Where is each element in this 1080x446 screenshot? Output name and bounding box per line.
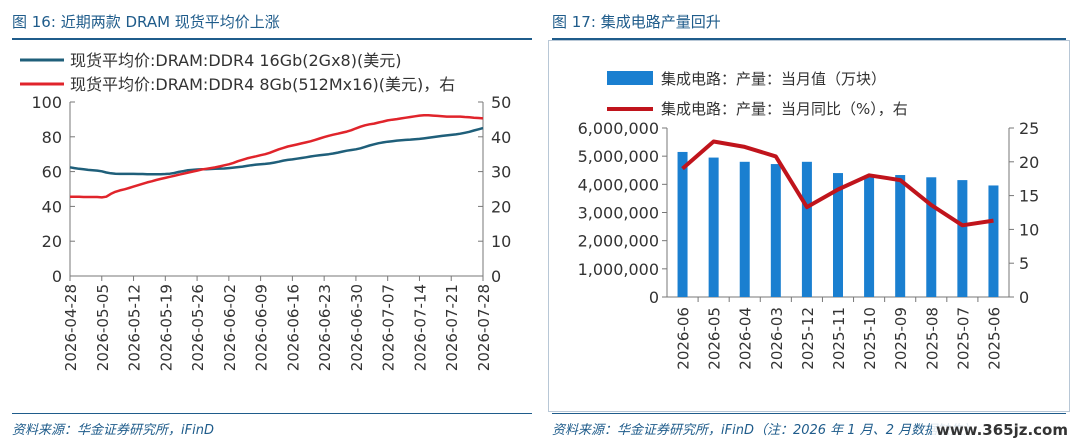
y-tick-label-right: 50	[491, 93, 511, 112]
left-title-rule	[12, 38, 532, 40]
legend-label-0: 现货平均价:DRAM:DDR4 16Gb(2Gx8)(美元)	[70, 51, 401, 70]
y-tick-label-right: 0	[1019, 288, 1029, 307]
x-tick-label: 2025-07	[954, 307, 972, 370]
x-tick-label: 2026-07-14	[411, 284, 429, 371]
left-source-rule	[12, 413, 532, 414]
y-tick-label-right: 5	[1019, 254, 1029, 273]
y-tick-label-right: 20	[491, 197, 511, 216]
bar	[926, 177, 937, 297]
y-tick-label-right: 25	[1019, 119, 1039, 138]
y-tick-label-left: 80	[42, 128, 62, 147]
right-title-rule	[552, 38, 1066, 40]
bar	[677, 151, 688, 297]
y-tick-label-left: 3,000,000	[578, 204, 659, 223]
left-figure-label: 图 16:	[12, 13, 56, 31]
x-tick-label: 2026-06-23	[316, 284, 334, 371]
y-tick-label-left: 4,000,000	[578, 175, 659, 194]
left-source: 资料来源：华金证券研究所，iFinD	[12, 423, 214, 438]
x-tick-label: 2025-11	[830, 307, 848, 370]
x-tick-label: 2026-04-28	[62, 284, 80, 371]
x-tick-label: 2025-08	[923, 307, 941, 370]
y-tick-label-left: 60	[42, 163, 62, 182]
y-tick-label-left: 5,000,000	[578, 147, 659, 166]
bar	[770, 164, 781, 297]
y-tick-label-left: 100	[31, 93, 62, 112]
left-chart: 现货平均价:DRAM:DDR4 16Gb(2Gx8)(美元) 现货平均价:DRAM…	[0, 40, 540, 412]
y-tick-label-left: 40	[42, 197, 62, 216]
left-figure-text: 近期两款 DRAM 现货平均价上涨	[60, 13, 280, 31]
bar	[739, 161, 750, 297]
x-tick-label: 2026-05	[706, 307, 724, 370]
y-tick-label-right: 10	[1019, 220, 1039, 239]
x-tick-label: 2026-07-28	[475, 284, 493, 371]
bar	[957, 180, 968, 297]
x-tick-label: 2026-05-05	[94, 284, 112, 371]
legend-label-bar: 集成电路：产量：当月值（万块）	[661, 70, 886, 88]
yoy-line	[681, 139, 994, 228]
right-source-rule	[552, 413, 1066, 414]
bar	[801, 161, 812, 297]
x-tick-label: 2026-06-09	[253, 284, 271, 371]
x-tick-label: 2025-06	[985, 307, 1003, 370]
y-tick-label-right: 30	[491, 163, 511, 182]
y-tick-label-left: 0	[52, 267, 62, 286]
y-tick-label-left: 2,000,000	[578, 232, 659, 251]
watermark: www.365jz.com	[931, 420, 1072, 440]
bar	[708, 157, 719, 297]
legend-label-1: 现货平均价:DRAM:DDR4 8Gb(512Mx16)(美元)，右	[70, 75, 455, 94]
y-tick-label-right: 0	[491, 267, 501, 286]
bar	[988, 185, 999, 297]
y-tick-label-left: 0	[649, 288, 659, 307]
x-tick-label: 2026-05-12	[126, 284, 144, 371]
right-chart: 集成电路：产量：当月值（万块） 集成电路：产量：当月同比（%），右 0 1,000,0…	[548, 40, 1070, 412]
x-tick-label: 2026-06-02	[221, 284, 239, 371]
bar	[833, 173, 843, 297]
x-tick-label: 2026-05-26	[189, 284, 207, 371]
x-tick-label: 2025-10	[861, 307, 879, 370]
x-tick-label: 2026-05-19	[157, 284, 175, 371]
right-figure-title: 图 17: 集成电路产量回升	[552, 11, 721, 32]
left-figure-title: 图 16: 近期两款 DRAM 现货平均价上涨	[12, 11, 280, 32]
bar	[864, 175, 875, 297]
y-tick-label-right: 20	[1019, 153, 1039, 172]
x-tick-label: 2026-03	[768, 307, 786, 370]
right-figure-label: 图 17:	[552, 13, 596, 31]
left-chart-svg: 现货平均价:DRAM:DDR4 16Gb(2Gx8)(美元) 现货平均价:DRAM…	[20, 51, 511, 371]
x-tick-label: 2026-06-30	[348, 284, 366, 371]
right-source: 资料来源：华金证券研究所，iFinD（注：2026 年 1 月、2 月数据缺失）	[552, 423, 977, 438]
series-line-1	[70, 113, 484, 199]
y-tick-label-left: 20	[42, 232, 62, 251]
x-tick-label: 2025-12	[799, 307, 817, 370]
bar	[895, 175, 906, 297]
x-tick-label: 2026-06	[675, 307, 693, 370]
y-tick-label-left: 6,000,000	[578, 119, 659, 138]
x-tick-label: 2026-06-16	[284, 284, 302, 371]
y-tick-label-right: 40	[491, 128, 511, 147]
series-line-0	[69, 126, 484, 176]
x-tick-label: 2026-07-21	[443, 284, 461, 371]
x-tick-label: 2026-07-07	[380, 284, 398, 371]
right-chart-svg: 集成电路：产量：当月值（万块） 集成电路：产量：当月同比（%），右 0 1,000,0…	[578, 70, 1040, 370]
legend-label-line: 集成电路：产量：当月同比（%），右	[661, 100, 908, 118]
y-tick-label-right: 15	[1019, 187, 1039, 206]
x-tick-label: 2025-09	[892, 307, 910, 370]
y-tick-label-left: 1,000,000	[578, 260, 659, 279]
y-tick-label-right: 10	[491, 232, 511, 251]
x-tick-label: 2026-04	[737, 307, 755, 370]
legend-swatch-bar	[607, 71, 653, 85]
right-figure-text: 集成电路产量回升	[600, 13, 721, 31]
